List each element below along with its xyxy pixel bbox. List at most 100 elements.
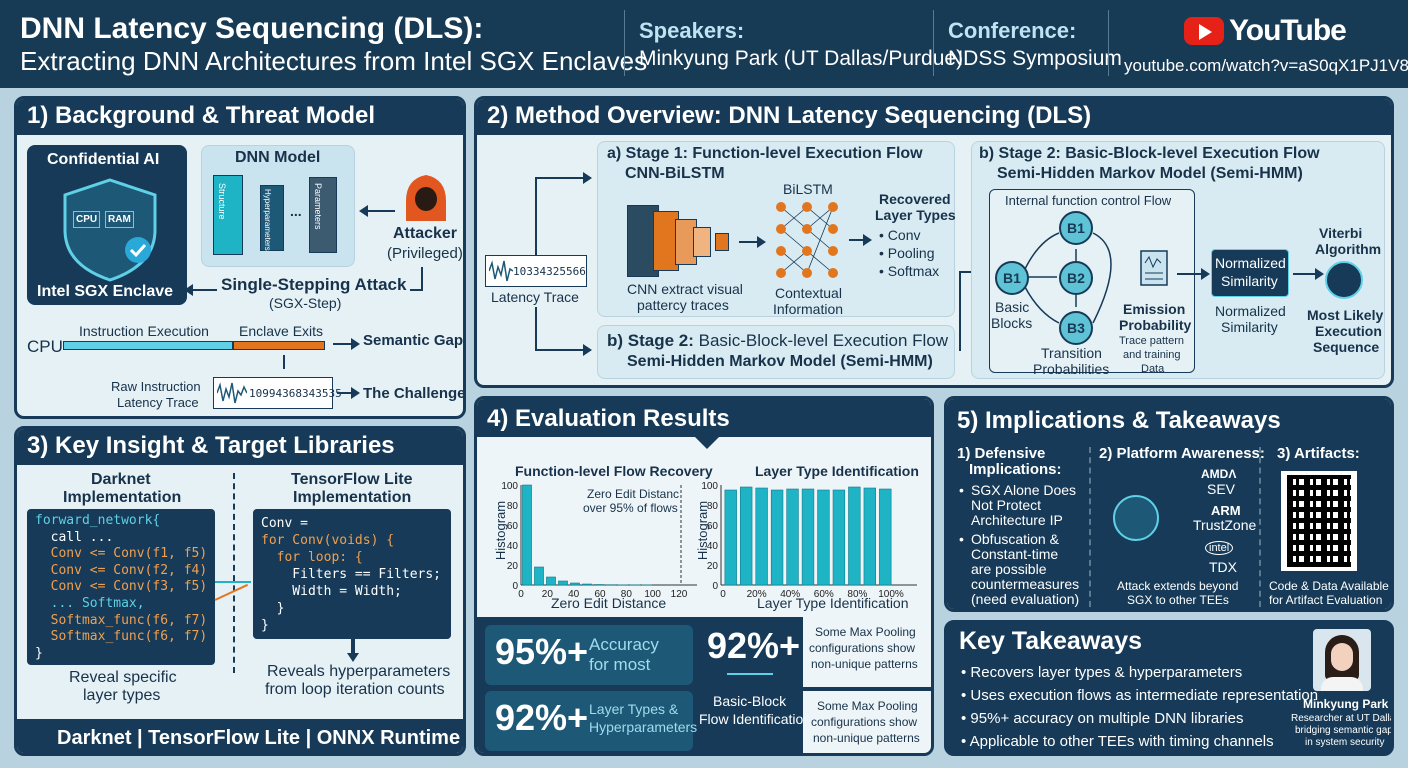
arm-logo: ARM — [1211, 503, 1241, 518]
code-line: Softmax_func(f6, f7) — [35, 629, 208, 645]
panel-title: Key Takeaways — [959, 627, 1142, 655]
normalized-label: Normalized — [1215, 303, 1286, 319]
stat-small: for most — [589, 655, 651, 674]
libraries-bar — [17, 719, 463, 753]
chart2-title: Layer Type Identification — [755, 463, 919, 479]
title-line2: Extracting DNN Architectures from Intel … — [20, 46, 648, 76]
ram-chip-label: RAM — [105, 211, 134, 228]
markov-node: B2 — [1059, 261, 1093, 295]
enclave-exits-label: Enclave Exits — [239, 323, 324, 339]
panel-method-overview: 2) Method Overview: DNN Latency Sequenci… — [474, 96, 1394, 388]
defensive-item-line: Constant-time — [971, 546, 1059, 562]
x-tick-label: 0 — [518, 589, 524, 600]
x-tick-label: 60% — [814, 589, 834, 600]
chart1-svg: 0 20 40 60 80 100 0 20 40 60 80 100 120 — [501, 481, 697, 600]
stage2-card-small — [597, 325, 955, 379]
header-divider — [933, 10, 934, 76]
y-tick-label: 20 — [507, 561, 519, 572]
artifacts-heading: 3) Artifacts: — [1277, 445, 1360, 462]
amd-logo: AMDΛ — [1201, 467, 1237, 481]
cnn-layer — [715, 233, 729, 251]
y-tick-label: 80 — [707, 501, 719, 512]
intel-logo: intel — [1205, 541, 1234, 555]
takeaway-item: • Recovers layer types & hyperparameters — [961, 664, 1243, 681]
x-tick-label: 80% — [847, 589, 867, 600]
chart1-note: Zero Edit Distanc — [587, 487, 680, 501]
stat-big: 92%+ — [495, 697, 589, 738]
arrow — [337, 392, 353, 394]
stage2-model: Semi-Hidden Markov Model (Semi-HMM) — [997, 165, 1303, 182]
note-text: Some Max Pooling — [815, 625, 916, 639]
reveals-caption: from loop iteration counts — [265, 681, 445, 698]
panel-header — [477, 399, 931, 437]
layer-label: Hyperparameters — [263, 189, 272, 251]
defensive-heading: Implications: — [969, 461, 1062, 478]
qr-code-icon[interactable] — [1287, 475, 1351, 567]
chart1-xlabel: Zero Edit Distance — [551, 595, 667, 611]
layer-type-item: • Pooling — [879, 245, 935, 261]
code-line: Filters == Filters; — [261, 567, 442, 582]
connector-arrow — [215, 581, 251, 583]
defensive-item-line: • SGX Alone Does — [959, 482, 1077, 498]
x-tick-label: 100% — [878, 589, 904, 600]
code-line: forward_network{ — [35, 513, 161, 528]
network-icon — [1325, 261, 1363, 299]
y-tick-label: 100 — [501, 481, 518, 492]
platform-heading: 2) Platform Awareness: — [1099, 445, 1265, 462]
darknet-code: forward_network{ call ... Conv <= Conv(f… — [35, 513, 207, 662]
stat-small: Accuracy — [589, 635, 659, 654]
bar — [848, 486, 861, 586]
stat-big: 92%+ — [707, 625, 801, 666]
emission-sub: and training — [1123, 349, 1181, 361]
y-tick-label: 0 — [512, 581, 518, 592]
normalized-label: Similarity — [1221, 319, 1278, 335]
recovered-label: Layer Types — [875, 207, 956, 223]
avatar-shirt — [1321, 677, 1363, 691]
hacker-icon — [406, 175, 446, 221]
defensive-item-line: Architecture IP — [971, 512, 1063, 528]
arrow — [959, 271, 961, 351]
arrow-head — [1315, 268, 1324, 280]
code-line: } — [35, 645, 43, 661]
x-tick-label: 100 — [644, 589, 661, 600]
x-tick-label: 20% — [747, 589, 767, 600]
bilstm-label: BiLSTM — [783, 181, 833, 197]
cpu-timeline-label: CPU — [27, 337, 63, 356]
markov-node: B1 — [995, 261, 1029, 295]
arrow — [351, 639, 355, 655]
bullet: • — [959, 482, 964, 498]
takeaway-text: 95%+ accuracy on multiple DNN libraries — [970, 710, 1244, 727]
layer-label: Parameters — [313, 183, 323, 230]
semantic-gap-label: Semantic Gap — [363, 332, 464, 349]
stage2-title-small-rest: Basic-Block-level Execution Flow — [698, 331, 949, 350]
arrow-head — [359, 205, 368, 217]
basic-blocks-label: Blocks — [991, 315, 1033, 331]
takeaway-item: • Applicable to other TEEs with timing c… — [961, 733, 1274, 750]
stat-big: 95%+ — [495, 631, 589, 672]
bar — [582, 583, 592, 586]
waveform-icon — [217, 382, 247, 404]
viterbi-label: Viterbi — [1319, 225, 1363, 241]
conference-label: Conference: — [948, 18, 1077, 43]
defensive-heading: 1) Defensive — [957, 445, 1046, 462]
defensive-item-line: (need evaluation) — [971, 591, 1080, 607]
bar — [534, 566, 544, 586]
speaker-bio: in system security — [1305, 737, 1385, 748]
youtube-url[interactable]: youtube.com/watch?v=aS0qX1PJ1V8 — [1124, 56, 1408, 75]
note-card — [803, 691, 931, 753]
arrow-head — [757, 236, 766, 248]
attacker-sub: (Privileged) — [387, 245, 463, 262]
chart1-title: Function-level Flow Recovery — [515, 463, 713, 479]
y-tick-label: 60 — [507, 521, 519, 532]
bar — [522, 484, 532, 586]
arrow-head — [347, 653, 359, 662]
connector-arrow — [214, 583, 249, 601]
header-bar — [0, 0, 1408, 88]
code-line: Conv = — [261, 516, 308, 531]
arrow-head — [583, 344, 592, 356]
takeaway-text: Uses execution flows as intermediate rep… — [970, 687, 1319, 704]
tfl-code: Conv = for Conv(voids) { for loop: { Fil… — [261, 515, 441, 634]
stage2-title-small: b) Stage 2: Basic-Block-level Execution … — [607, 331, 948, 351]
layer-label: Structure — [217, 183, 227, 220]
y-tick-label: 100 — [701, 481, 718, 492]
